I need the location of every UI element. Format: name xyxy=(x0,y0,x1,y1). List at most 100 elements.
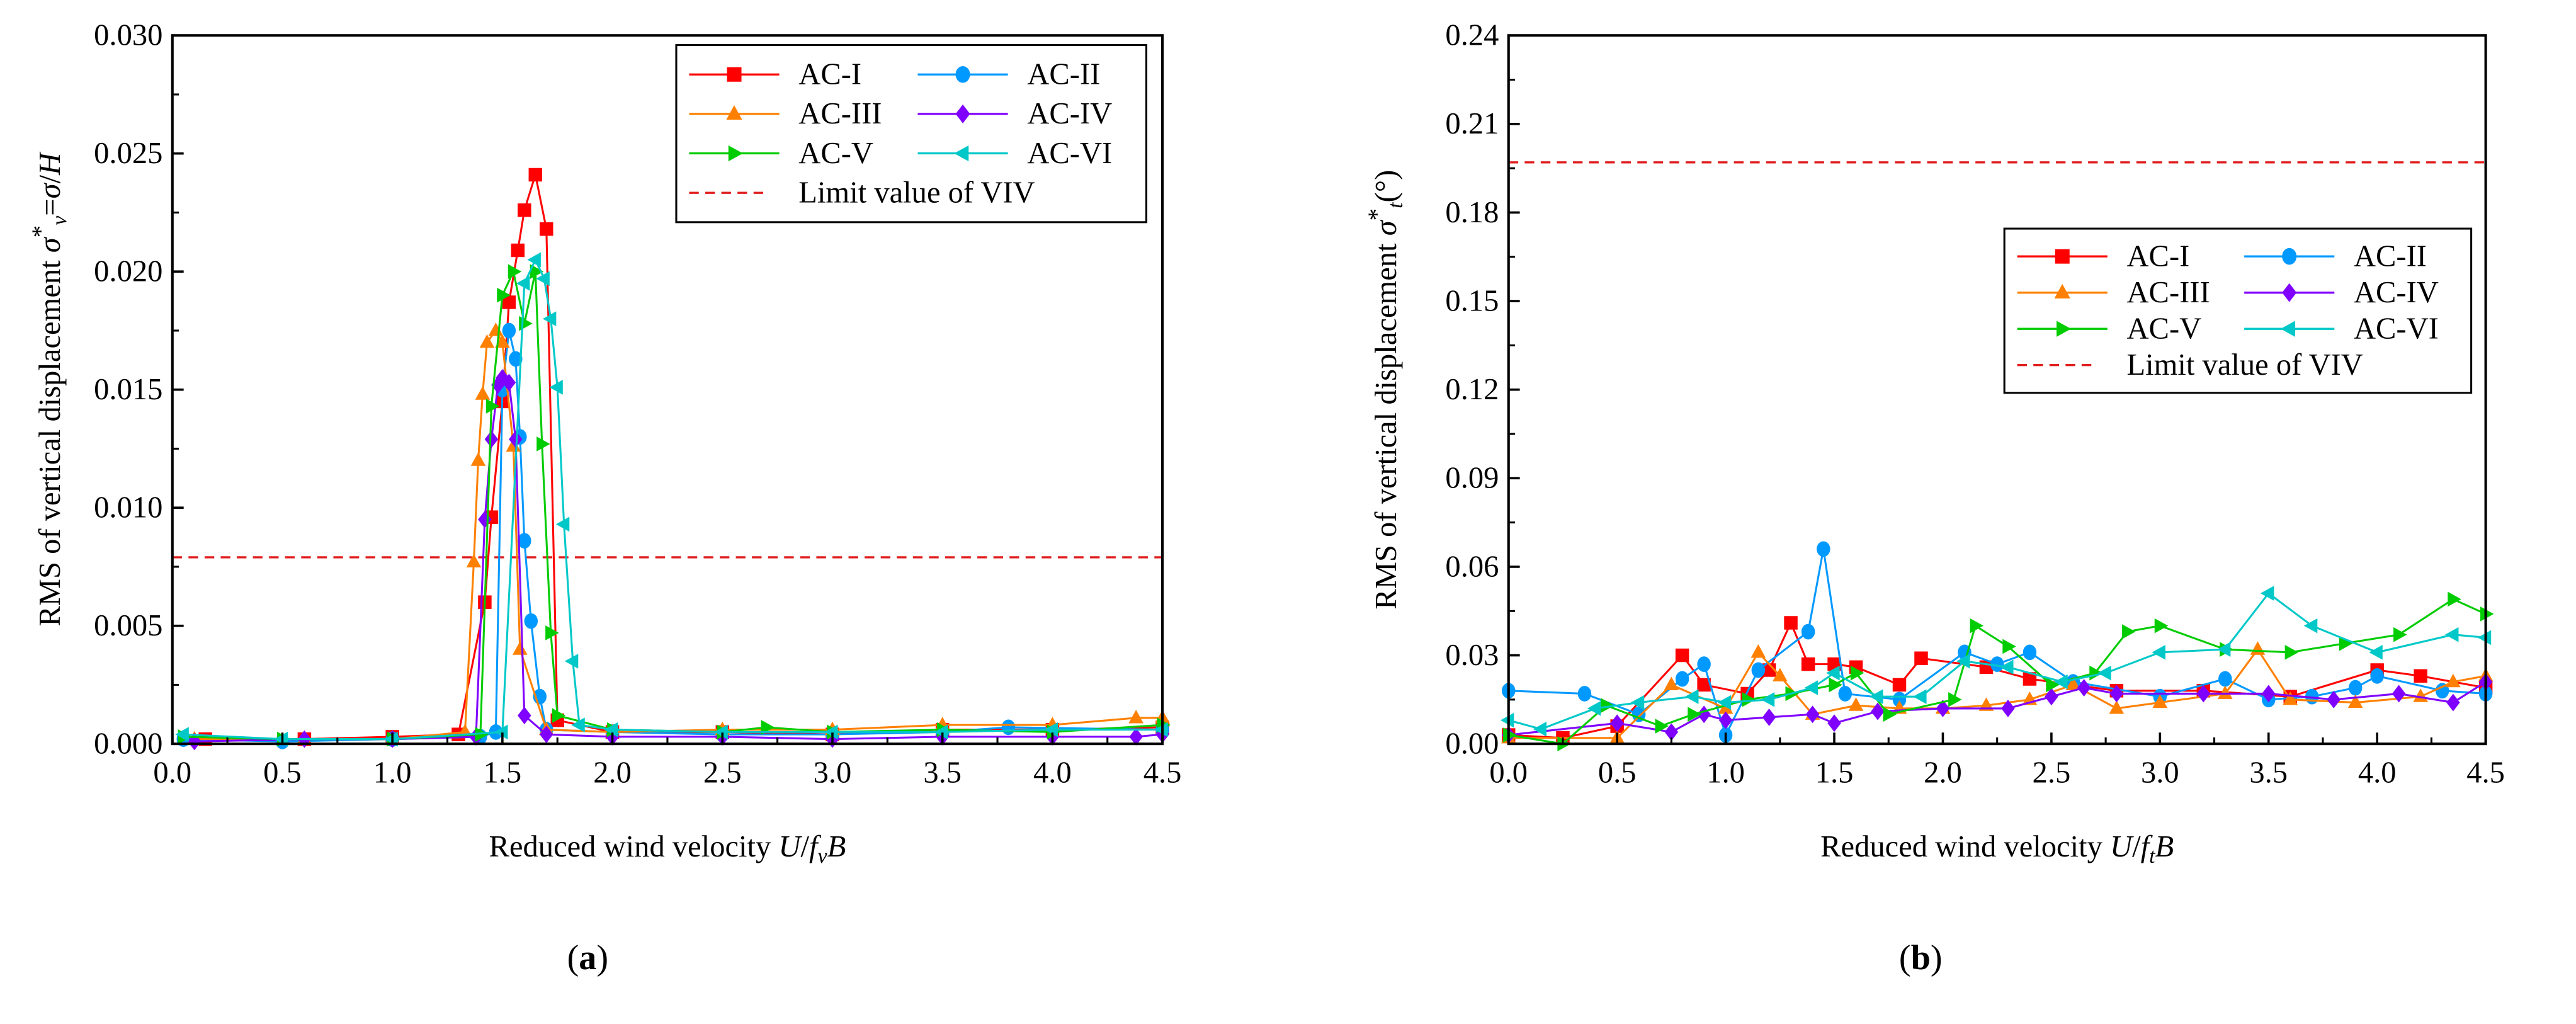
data-point xyxy=(552,708,566,723)
y-tick-label: 0.03 xyxy=(1445,638,1499,672)
series-AC-I xyxy=(1502,616,2493,745)
data-point xyxy=(1801,657,1815,671)
legend-item-AC-VI: AC-VI xyxy=(2244,312,2439,346)
data-point xyxy=(1655,719,1669,734)
y-axis-label-part: σ xyxy=(1369,219,1403,236)
x-tick-label: 1.0 xyxy=(1706,756,1745,790)
caption-close: ) xyxy=(596,938,608,977)
chart-b: 0.0 0.5 1.0 1.5 2.0 2.5 3.0 3.5 4.0 4.5 0.00 0.03 0.… xyxy=(1363,18,2505,977)
x-axis-label-part: B xyxy=(827,829,846,863)
caption-letter: a xyxy=(579,938,596,977)
y-axis-label-part: σ xyxy=(33,182,67,198)
data-point xyxy=(1675,671,1689,687)
y-axis-label-part: σ xyxy=(33,236,67,253)
data-point xyxy=(1500,712,1514,728)
chart-a: 0.0 0.5 1.0 1.5 2.0 2.5 3.0 3.5 4.0 4.5 0.000 0.005… xyxy=(27,18,1181,977)
data-point xyxy=(518,533,531,549)
series-AC-VI xyxy=(1500,586,2492,737)
data-point xyxy=(2001,699,2015,717)
data-point xyxy=(1914,651,1928,665)
data-point xyxy=(1684,689,1699,704)
y-axis-label: RMS of vertical displacement σ*v=σ/H xyxy=(27,151,71,627)
data-point xyxy=(2152,694,2168,708)
x-axis-label-part: / xyxy=(801,829,810,863)
data-point xyxy=(1817,541,1830,557)
series-line xyxy=(194,329,1163,741)
data-point xyxy=(545,625,559,640)
legend-marker xyxy=(2057,321,2072,337)
data-point xyxy=(1773,668,1788,681)
caption-open: ( xyxy=(1899,938,1911,977)
legend-marker xyxy=(728,145,743,162)
data-point xyxy=(528,168,543,182)
data-point xyxy=(2446,673,2461,688)
data-point xyxy=(1883,707,1897,722)
x-tick-label: 0.5 xyxy=(1598,756,1637,790)
x-tick-label: 2.0 xyxy=(1924,756,1962,790)
data-point xyxy=(530,264,544,280)
data-point xyxy=(1838,686,1853,702)
data-point xyxy=(1751,662,1766,678)
data-point xyxy=(509,430,523,448)
data-point xyxy=(518,203,531,217)
x-axis-label-part: U xyxy=(778,829,802,863)
data-point xyxy=(1990,656,2004,672)
y-tick-label: 0.12 xyxy=(1445,372,1499,406)
data-point xyxy=(1675,648,1689,663)
y-axis-label-part: v xyxy=(48,215,71,225)
data-point xyxy=(934,724,948,740)
data-point xyxy=(1587,701,1601,716)
data-point xyxy=(2480,606,2494,622)
legend-item-AC-VI: AC-VI xyxy=(917,136,1112,170)
data-point xyxy=(516,276,530,291)
legend-marker xyxy=(954,145,969,162)
series-AC-IV xyxy=(187,368,1169,751)
series-AC-I xyxy=(198,168,1169,746)
x-axis-label: Reduced wind velocity U/ftB xyxy=(1820,829,2174,868)
data-point xyxy=(1630,695,1645,710)
y-tick-label: 0.24 xyxy=(1445,18,1499,52)
series-line xyxy=(194,376,1163,742)
data-point xyxy=(2339,635,2353,651)
data-point xyxy=(1948,692,1962,707)
data-point xyxy=(2370,668,2384,684)
data-point xyxy=(1577,686,1592,702)
data-point xyxy=(2152,645,2165,660)
data-point xyxy=(2250,641,2266,655)
data-point xyxy=(824,724,838,740)
x-axis-label-part: v xyxy=(818,845,828,868)
data-point xyxy=(536,271,550,287)
data-point xyxy=(2109,700,2125,714)
data-point xyxy=(497,287,511,303)
x-tick-label: 3.0 xyxy=(2141,756,2179,790)
data-point xyxy=(564,654,579,669)
data-point xyxy=(509,351,523,367)
data-point xyxy=(488,322,504,336)
data-point xyxy=(494,724,508,740)
data-point xyxy=(502,322,516,339)
data-point xyxy=(2448,591,2461,607)
legend-label: AC-VI xyxy=(1027,136,1112,170)
legend-label: AC-V xyxy=(798,136,873,170)
data-point xyxy=(1804,680,1819,695)
x-tick-label: 1.5 xyxy=(484,756,522,790)
data-point xyxy=(2154,618,2169,634)
data-point xyxy=(2218,671,2232,687)
x-tick-label: 4.5 xyxy=(2466,756,2505,790)
legend-item-AC-V: AC-V xyxy=(2017,312,2201,346)
data-point xyxy=(475,386,491,400)
data-point xyxy=(2002,639,2016,654)
y-tick-label: 0.010 xyxy=(94,491,162,525)
data-point xyxy=(540,222,553,236)
legend-label: Limit value of VIV xyxy=(2126,348,2363,382)
legend-marker xyxy=(2282,283,2297,302)
data-point xyxy=(470,452,486,466)
data-point xyxy=(2446,693,2460,712)
data-point xyxy=(502,373,516,392)
y-axis-label-part: * xyxy=(1363,208,1390,220)
y-axis-label-part: t xyxy=(1384,202,1407,208)
data-point xyxy=(502,295,516,309)
y-tick-label: 0.18 xyxy=(1445,195,1499,229)
x-tick-label: 2.5 xyxy=(2033,756,2071,790)
data-point xyxy=(2097,665,2111,681)
